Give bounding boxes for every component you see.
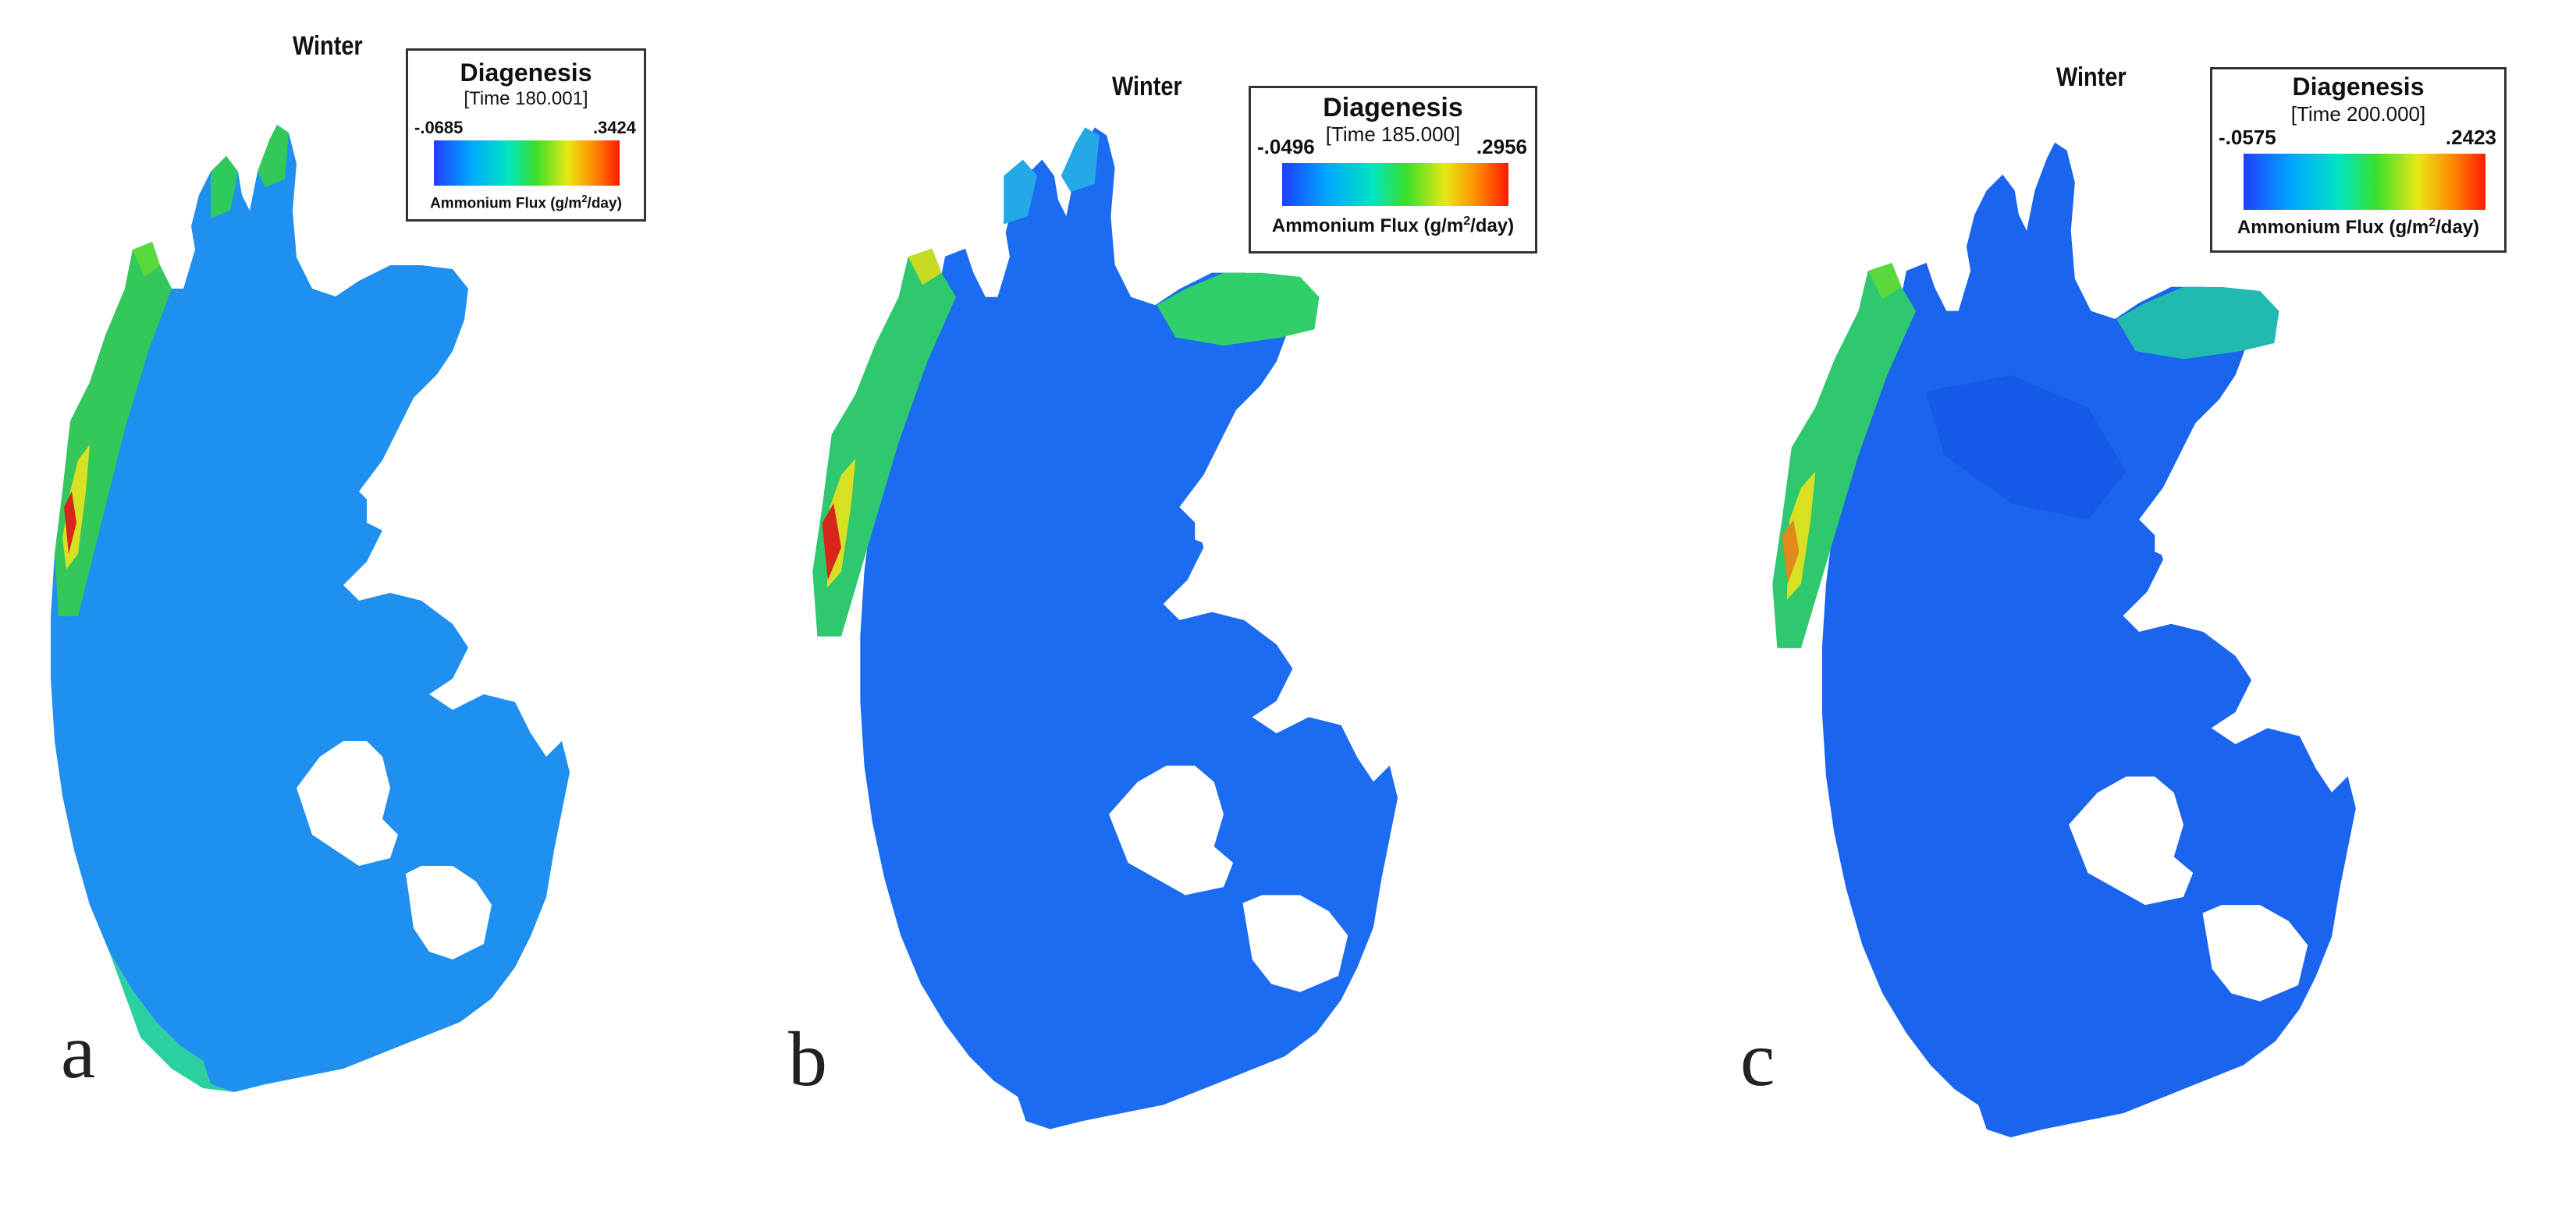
colorbar	[434, 140, 620, 186]
colorbar	[1282, 163, 1508, 206]
colorbar-legend: Diagenesis [Time 185.000] -.0496 .2956 A…	[1249, 86, 1537, 254]
legend-time: [Time 200.000]	[2290, 102, 2426, 126]
season-title: Winter	[1112, 72, 1182, 101]
legend-units: Ammonium Flux (g/m2/day)	[430, 193, 622, 212]
legend-min: -.0496	[1257, 135, 1315, 158]
map-panel-a: Winter Diagenesis [Time 180.001] -.0685 …	[0, 0, 780, 1213]
legend-time: [Time 180.001]	[464, 88, 588, 109]
season-title: Winter	[293, 31, 363, 61]
colorbar	[2244, 154, 2485, 210]
legend-units: Ammonium Flux (g/m2/day)	[1271, 215, 1515, 236]
panel-letter: b	[788, 1016, 827, 1102]
lake-flux-map-b	[812, 127, 1398, 1130]
legend-min: -.0575	[2219, 126, 2276, 149]
legend-max: .2956	[1476, 135, 1527, 158]
map-panel-c: Winter Diagenesis [Time 200.000] -.0575 …	[1709, 0, 2575, 1213]
colorbar-legend: Diagenesis [Time 200.000] -.0575 .2423 A…	[2210, 67, 2507, 253]
legend-title: Diagenesis	[460, 59, 592, 87]
season-title: Winter	[2056, 62, 2127, 92]
colorbar-legend: Diagenesis [Time 180.001] -.0685 .3424 A…	[406, 48, 646, 222]
panel-letter: c	[1740, 1016, 1775, 1102]
lake-flux-map-a	[51, 125, 570, 1092]
map-panel-b: Winter Diagenesis [Time 185.000] -.0496 …	[749, 0, 1623, 1213]
legend-min: -.0685	[414, 118, 464, 137]
legend-units: Ammonium Flux (g/m2/day)	[2237, 216, 2480, 238]
panel-letter: a	[61, 1008, 96, 1094]
legend-max: .2423	[2445, 126, 2496, 149]
legend-max: .3424	[592, 118, 636, 137]
legend-title: Diagenesis	[2292, 73, 2425, 101]
lake-flux-map-c	[1772, 142, 2356, 1138]
legend-title: Diagenesis	[1323, 93, 1463, 122]
legend-time: [Time 185.000]	[1325, 122, 1461, 146]
